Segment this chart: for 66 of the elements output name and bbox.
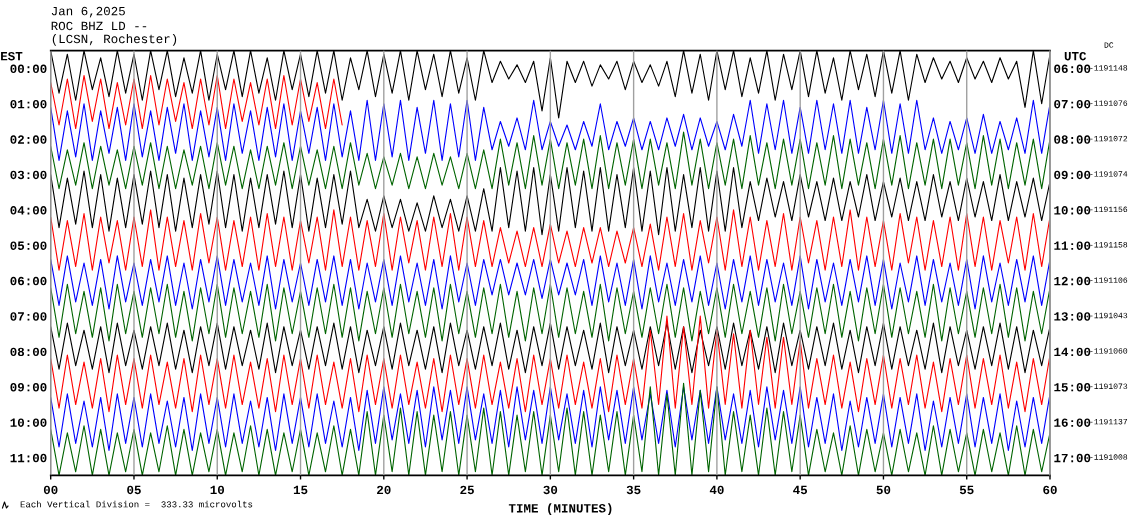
x-tick-label: 60 — [1043, 485, 1057, 495]
line-series — [50, 166, 1050, 236]
text: -1191072 — [1090, 135, 1128, 142]
y-tick-label: 03:00 — [10, 170, 47, 180]
y2-tick-label: 12:00 — [1054, 276, 1091, 286]
x-tick-label: 55 — [959, 485, 974, 495]
x-tick-label: 50 — [876, 485, 891, 495]
y-axis-title: EST — [1, 51, 23, 61]
y2-tick-label: 15:00 — [1054, 383, 1091, 392]
text: DC — [1104, 42, 1114, 48]
y2-tick-label: 13:00 — [1054, 312, 1091, 321]
x-tick-label: 25 — [460, 485, 474, 495]
y-tick-label: 08:00 — [10, 347, 47, 357]
text: -1191043 — [1090, 312, 1128, 319]
x-tick-label: 30 — [543, 485, 558, 495]
y2-tick-label: 07:00 — [1054, 99, 1091, 109]
line-series — [50, 209, 1050, 271]
y-tick-label: 02:00 — [10, 135, 47, 144]
line-series — [50, 255, 1050, 310]
x-tick-label: 05 — [127, 485, 141, 495]
text: -1191060 — [1090, 348, 1128, 354]
y2-tick-label: 17:00 — [1054, 453, 1091, 463]
text: -1191076 — [1090, 100, 1128, 106]
line-series — [50, 315, 1050, 413]
chart-title: Jan 6,2025 — [51, 6, 125, 18]
text: -1191106 — [1090, 277, 1128, 283]
y2-tick-label: 14:00 — [1054, 347, 1091, 357]
line-series — [50, 74, 343, 130]
y2-tick-label: 08:00 — [1054, 135, 1091, 144]
y-tick-label: 09:00 — [10, 383, 47, 392]
y-tick-label: 05:00 — [10, 241, 47, 250]
y2-tick-label: 06:00 — [1054, 64, 1091, 74]
x-tick-label: 10 — [210, 485, 225, 495]
text: -1191074 — [1090, 171, 1128, 177]
y-tick-label: 04:00 — [10, 206, 47, 215]
y2-tick-label: 10:00 — [1054, 206, 1091, 215]
x-axis-title: TIME (MINUTES) — [508, 503, 612, 515]
y2-tick-label: 16:00 — [1054, 418, 1091, 427]
text: -1191156 — [1090, 206, 1128, 213]
text: -1191137 — [1090, 418, 1128, 425]
text: -1191148 — [1090, 65, 1128, 71]
y-tick-label: 01:00 — [10, 99, 47, 109]
chart-subtitle: ROC BHZ LD -- (LCSN, Rochester) — [51, 21, 177, 46]
line-series — [50, 131, 1050, 190]
text: -1191158 — [1090, 242, 1128, 248]
y-tick-label: 10:00 — [10, 418, 47, 427]
y-tick-label: 00:00 — [10, 64, 47, 74]
y-tick-label: 07:00 — [10, 312, 47, 321]
y2-tick-label: 09:00 — [1054, 170, 1091, 180]
x-tick-label: 40 — [709, 485, 724, 495]
text: -1191073 — [1090, 383, 1128, 389]
x-tick-label: 35 — [626, 485, 641, 495]
x-tick-label: 45 — [793, 485, 808, 495]
y-tick-label: 06:00 — [10, 276, 47, 286]
x-tick-label: 15 — [293, 485, 308, 495]
line-series — [50, 283, 1050, 342]
text: -1191008 — [1090, 454, 1128, 460]
line-series — [50, 386, 1050, 452]
y2-tick-label: 11:00 — [1054, 241, 1091, 250]
y-tick-label: 11:00 — [10, 453, 47, 463]
line-series — [50, 99, 1050, 161]
y2-axis-title: UTC — [1064, 51, 1087, 61]
x-tick-label: 20 — [377, 485, 391, 495]
x-tick-label: 00 — [43, 485, 58, 495]
line-series — [50, 322, 1050, 374]
text: Each Vertical Division = 333.33 microvolts — [20, 500, 253, 508]
